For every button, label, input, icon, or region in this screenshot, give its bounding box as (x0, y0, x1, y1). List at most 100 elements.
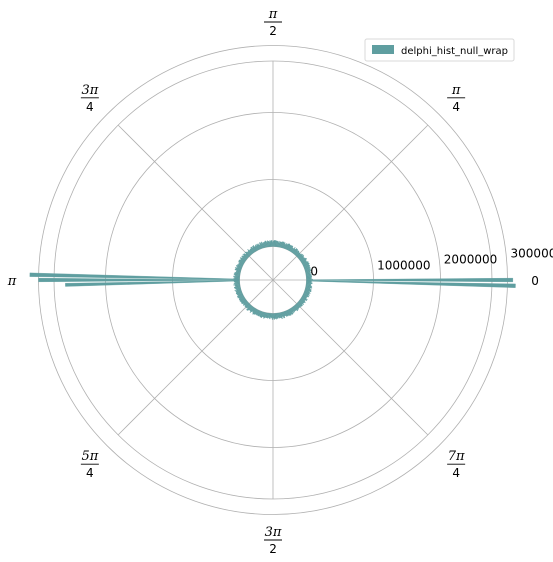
hist-bar (291, 247, 296, 253)
hist-bar (247, 249, 253, 255)
histogram-bars (29, 240, 516, 320)
grid-spoke (272, 279, 429, 436)
hist-bar (290, 307, 295, 314)
angular-tick-label: π2 (264, 7, 283, 38)
angle-tick-denominator: 2 (269, 542, 277, 556)
angle-tick-denominator: 4 (452, 100, 460, 114)
hist-bar (234, 288, 241, 291)
hist-bar (293, 305, 299, 312)
hist-bar (236, 264, 243, 269)
hist-bar (297, 253, 303, 258)
hist-bar (286, 243, 290, 250)
hist-bar (249, 248, 254, 254)
hist-bar (259, 311, 263, 318)
angle-tick-numerator: π (451, 83, 461, 98)
hist-bar (241, 256, 247, 261)
angle-tick-denominator: 2 (269, 24, 277, 38)
hist-bar (243, 301, 249, 306)
hist-bar (237, 264, 243, 268)
hist-bar (302, 261, 309, 265)
hist-bar (282, 311, 286, 319)
hist-bar (253, 308, 257, 315)
hist-bar (233, 276, 240, 278)
legend-swatch (372, 45, 394, 54)
hist-bar (245, 303, 251, 309)
hist-bar (249, 307, 255, 313)
hist-bar (303, 263, 310, 267)
hist-bar (284, 311, 288, 317)
hist-bar (243, 253, 249, 258)
hist-bar (298, 254, 305, 260)
hist-bar (291, 307, 296, 313)
angular-tick-label: 0 (531, 274, 539, 288)
hist-bar (236, 265, 242, 269)
hist-bar (256, 243, 260, 250)
hist-bar (240, 258, 246, 263)
hist-bar (250, 307, 255, 313)
hist-bar (239, 296, 245, 301)
hist-bar (299, 256, 305, 261)
grid-spoke (117, 279, 274, 436)
hist-bar (261, 311, 265, 318)
hist-bar (251, 246, 256, 252)
hist-bar (233, 272, 241, 275)
hist-bar (235, 289, 242, 292)
hist-bar (241, 255, 247, 260)
hist-bar (244, 302, 250, 308)
hist-bar (247, 250, 252, 255)
angular-tick-label: π (7, 274, 17, 289)
hist-bar (301, 260, 307, 264)
hist-bar (260, 241, 264, 249)
hist-bar (241, 299, 247, 304)
hist-bar (242, 300, 247, 305)
hist-bar (292, 248, 296, 254)
hist-bar (281, 241, 285, 249)
hist-bar-spike (306, 277, 514, 283)
hist-bar (303, 264, 310, 268)
hist-bar (249, 249, 253, 254)
hist-bar (250, 246, 255, 253)
hist-bar (254, 309, 258, 315)
hist-bar (304, 290, 311, 294)
hist-bar (287, 309, 292, 316)
hist-bar (302, 262, 310, 267)
hist-bar (292, 248, 298, 254)
hist-bar (298, 301, 303, 306)
hist-bar (280, 241, 284, 248)
hist-bar (305, 269, 312, 273)
hist-bar (302, 295, 307, 299)
hist-bar (294, 304, 300, 310)
hist-bar (260, 311, 264, 319)
grid-spoke (272, 124, 429, 281)
hist-bar (271, 313, 273, 320)
hist-bar (280, 312, 283, 319)
hist-bar (301, 297, 308, 302)
hist-bar (248, 305, 253, 311)
hist-bar (239, 257, 246, 262)
hist-bar (234, 269, 241, 272)
hist-bar (247, 305, 253, 311)
hist-bar (298, 300, 305, 305)
hist-bar (305, 284, 312, 287)
angle-tick-numerator: 3π (265, 525, 282, 540)
hist-bar (246, 304, 251, 309)
hist-bar-spike (65, 280, 240, 287)
radial-tick-label: 0 (310, 265, 318, 279)
hist-bar (239, 297, 246, 302)
hist-bar (252, 308, 257, 315)
hist-bar (286, 310, 290, 317)
hist-bar (266, 240, 269, 248)
hist-bar (255, 309, 259, 315)
hist-bar (296, 252, 301, 257)
hist-bar (255, 244, 259, 251)
hist-bar (285, 243, 290, 250)
radial-tick-label: 1000000 (377, 259, 430, 273)
hist-bar (282, 311, 286, 317)
hist-bar (237, 294, 244, 299)
hist-bar-spike (29, 272, 240, 280)
hist-bar (304, 267, 311, 271)
hist-bar (300, 257, 306, 262)
